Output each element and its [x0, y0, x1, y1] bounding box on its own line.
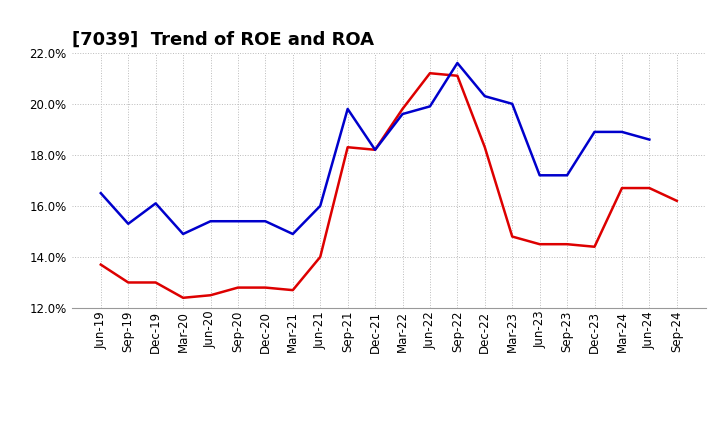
Text: [7039]  Trend of ROE and ROA: [7039] Trend of ROE and ROA [72, 30, 374, 48]
ROE [590, 244, 599, 249]
ROE [151, 280, 160, 285]
ROA [453, 60, 462, 66]
ROA [289, 231, 297, 237]
ROE [289, 287, 297, 293]
ROE [645, 185, 654, 191]
ROE [563, 242, 572, 247]
ROA [618, 129, 626, 135]
ROA [151, 201, 160, 206]
ROE [316, 254, 325, 260]
ROA [645, 137, 654, 142]
ROA [480, 94, 489, 99]
ROE [124, 280, 132, 285]
ROE [343, 145, 352, 150]
ROE [261, 285, 270, 290]
ROE [618, 185, 626, 191]
ROA [590, 129, 599, 135]
ROE [233, 285, 242, 290]
ROA [316, 203, 325, 209]
ROA [96, 191, 105, 196]
ROA [206, 219, 215, 224]
Line: ROA: ROA [101, 63, 649, 234]
ROA [261, 219, 270, 224]
ROA [426, 104, 434, 109]
ROA [563, 172, 572, 178]
ROE [480, 145, 489, 150]
ROE [371, 147, 379, 152]
ROE [206, 293, 215, 298]
ROA [371, 147, 379, 152]
ROA [124, 221, 132, 227]
ROA [398, 111, 407, 117]
ROE [536, 242, 544, 247]
ROE [96, 262, 105, 267]
ROA [343, 106, 352, 112]
ROA [508, 101, 516, 106]
ROE [508, 234, 516, 239]
ROE [453, 73, 462, 78]
ROE [179, 295, 187, 301]
ROA [179, 231, 187, 237]
ROA [536, 172, 544, 178]
ROE [398, 106, 407, 112]
Line: ROE: ROE [101, 73, 677, 298]
ROE [672, 198, 681, 203]
ROA [233, 219, 242, 224]
ROE [426, 70, 434, 76]
